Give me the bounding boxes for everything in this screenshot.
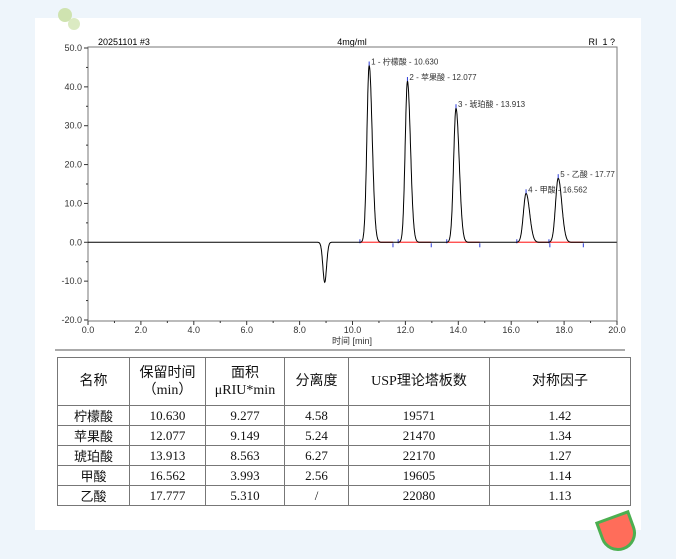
table-cell: 苹果酸 — [57, 425, 130, 446]
column-header-line: （min） — [142, 382, 193, 398]
x-tick-label: 20.0 — [608, 325, 626, 335]
x-tick-label: 8.0 — [293, 325, 306, 335]
x-tick-label: 14.0 — [450, 325, 468, 335]
y-tick-label: 10.0 — [64, 198, 82, 208]
column-header: 名称 — [57, 357, 130, 406]
column-header-line: 对称因子 — [532, 374, 588, 389]
chromatogram: 20251101 #3 4mg/ml RI_1 ? 时间 [min] 0.0 2.… — [55, 37, 626, 351]
table-cell: 10.630 — [129, 405, 206, 426]
column-header: USP理论塔板数 — [348, 357, 490, 406]
table-row: 琥珀酸 13.913 8.563 6.27 22170 1.27 — [57, 445, 631, 466]
column-header: 面积 μRIU*min — [205, 357, 285, 406]
chromatogram-trace — [88, 63, 617, 284]
column-header-line: 分离度 — [295, 374, 338, 389]
table-cell: 1.14 — [489, 465, 631, 486]
y-tick-label: 50.0 — [64, 43, 82, 53]
table-cell: 4.58 — [284, 405, 349, 426]
table-row: 柠檬酸 10.630 9.277 4.58 19571 1.42 — [57, 405, 631, 426]
x-axis-label: 时间 [min] — [332, 335, 372, 346]
decor-dot — [68, 18, 80, 30]
table-cell: 8.563 — [205, 445, 285, 466]
y-tick-label: 40.0 — [64, 82, 82, 92]
table-cell: 9.277 — [205, 405, 285, 426]
header-center: 4mg/ml — [337, 37, 367, 47]
results-table: 名称 保留时间 （min） 面积 μRIU*min 分离度 USP理论塔板数 对称因子 柠檬酸… — [57, 357, 631, 506]
table-row: 苹果酸 12.077 9.149 5.24 21470 1.34 — [57, 425, 631, 446]
table-cell: 甲酸 — [57, 465, 130, 486]
table-cell: 22170 — [348, 445, 490, 466]
table-cell: 16.562 — [129, 465, 206, 486]
table-cell: 22080 — [348, 485, 490, 506]
column-header-line: 面积 — [231, 365, 259, 381]
peak-label: 1 - 柠檬酸 - 10.630 — [371, 56, 439, 66]
x-tick-label: 18.0 — [555, 325, 573, 335]
x-tick-label: 4.0 — [188, 325, 201, 335]
x-tick-label: 16.0 — [502, 325, 520, 335]
peak-label: 2 - 苹果酸 - 12.077 — [409, 72, 477, 82]
table-cell: 19605 — [348, 465, 490, 486]
table-cell: 12.077 — [129, 425, 206, 446]
table-cell: 5.24 — [284, 425, 349, 446]
table-cell: 柠檬酸 — [57, 405, 130, 426]
x-tick-label: 12.0 — [397, 325, 415, 335]
table-cell: 21470 — [348, 425, 490, 446]
peak-label: 4 - 甲酸 - 16.562 — [528, 184, 588, 194]
table-cell: 2.56 — [284, 465, 349, 486]
table-cell: / — [284, 485, 349, 506]
table-cell: 6.27 — [284, 445, 349, 466]
column-header-line: USP理论塔板数 — [371, 374, 467, 389]
table-cell: 5.310 — [205, 485, 285, 506]
table-row: 乙酸 17.777 5.310/22080 1.13 — [57, 485, 631, 506]
column-header: 对称因子 — [489, 357, 631, 406]
x-tick-label: 0.0 — [82, 325, 95, 335]
x-tick-label: 6.0 — [240, 325, 253, 335]
table-cell: 琥珀酸 — [57, 445, 130, 466]
table-cell: 19571 — [348, 405, 490, 426]
table-cell: 1.42 — [489, 405, 631, 426]
table-cell: 13.913 — [129, 445, 206, 466]
table-cell: 1.34 — [489, 425, 631, 446]
column-header: 保留时间 （min） — [129, 357, 206, 406]
x-tick-label: 2.0 — [135, 325, 148, 335]
y-tick-label: 30.0 — [64, 121, 82, 131]
y-tick-label: 20.0 — [64, 160, 82, 170]
y-tick-label: 0.0 — [69, 237, 82, 247]
column-header: 分离度 — [284, 357, 349, 406]
table-row: 甲酸 16.562 3.993 2.56 19605 1.14 — [57, 465, 631, 486]
table-cell: 3.993 — [205, 465, 285, 486]
table-cell: 17.777 — [129, 485, 206, 506]
table-cell: 9.149 — [205, 425, 285, 446]
y-tick-label: -10.0 — [61, 276, 82, 286]
column-header-line: μRIU*min — [214, 382, 276, 398]
header-right: RI_1 ? — [588, 37, 615, 47]
y-tick-label: -20.0 — [61, 315, 82, 325]
decor-dot — [58, 8, 72, 22]
header-left: 20251101 #3 — [98, 37, 150, 47]
column-header-line: 保留时间 — [139, 365, 196, 381]
x-tick-label: 10.0 — [344, 325, 362, 335]
peak-label: 3 - 琥珀酸 - 13.913 — [458, 99, 526, 109]
table-cell: 1.13 — [489, 485, 631, 506]
table-cell: 1.27 — [489, 445, 631, 466]
peak-label: 5 - 乙酸 - 17.77 — [560, 169, 615, 179]
table-cell: 乙酸 — [57, 485, 130, 506]
column-header-line: 名称 — [79, 374, 108, 389]
plot-frame — [87, 46, 618, 322]
